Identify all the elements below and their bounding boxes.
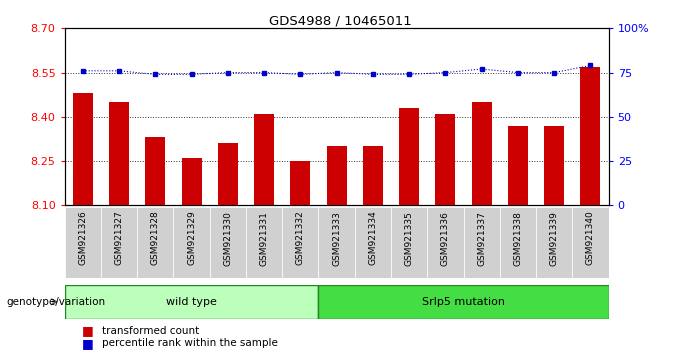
Text: GSM921338: GSM921338	[513, 211, 522, 266]
FancyBboxPatch shape	[282, 207, 318, 278]
Text: GSM921328: GSM921328	[151, 211, 160, 266]
Bar	[254, 114, 274, 205]
Text: GSM921326: GSM921326	[78, 211, 87, 266]
Bar	[399, 108, 419, 205]
Bar	[290, 161, 310, 205]
Bar	[435, 114, 456, 205]
Text: wild type: wild type	[166, 297, 217, 307]
Text: Srlp5 mutation: Srlp5 mutation	[422, 297, 505, 307]
Text: GSM921335: GSM921335	[405, 211, 413, 266]
FancyBboxPatch shape	[209, 207, 246, 278]
FancyBboxPatch shape	[318, 285, 609, 319]
Text: transformed count: transformed count	[102, 326, 199, 336]
FancyBboxPatch shape	[355, 207, 391, 278]
Text: GSM921332: GSM921332	[296, 211, 305, 266]
Text: GDS4988 / 10465011: GDS4988 / 10465011	[269, 14, 411, 27]
Text: GSM921340: GSM921340	[586, 211, 595, 266]
FancyBboxPatch shape	[427, 207, 464, 278]
FancyBboxPatch shape	[101, 207, 137, 278]
Bar	[544, 126, 564, 205]
Text: GSM921333: GSM921333	[332, 211, 341, 266]
Bar	[363, 146, 383, 205]
FancyBboxPatch shape	[464, 207, 500, 278]
Bar	[218, 143, 238, 205]
FancyBboxPatch shape	[500, 207, 536, 278]
Bar	[146, 137, 165, 205]
Text: ■: ■	[82, 325, 93, 337]
FancyBboxPatch shape	[391, 207, 427, 278]
Bar	[109, 102, 129, 205]
Text: ■: ■	[82, 337, 93, 350]
FancyBboxPatch shape	[536, 207, 573, 278]
Text: GSM921339: GSM921339	[549, 211, 559, 266]
Text: percentile rank within the sample: percentile rank within the sample	[102, 338, 278, 348]
FancyBboxPatch shape	[318, 207, 355, 278]
Text: GSM921329: GSM921329	[187, 211, 196, 266]
Text: GSM921334: GSM921334	[369, 211, 377, 266]
Text: genotype/variation: genotype/variation	[7, 297, 106, 307]
FancyBboxPatch shape	[573, 207, 609, 278]
FancyBboxPatch shape	[65, 285, 318, 319]
Text: GSM921337: GSM921337	[477, 211, 486, 266]
Bar	[326, 146, 347, 205]
Bar	[182, 158, 201, 205]
FancyBboxPatch shape	[246, 207, 282, 278]
Bar	[581, 67, 600, 205]
Text: GSM921336: GSM921336	[441, 211, 450, 266]
Bar	[508, 126, 528, 205]
FancyBboxPatch shape	[173, 207, 209, 278]
Bar	[73, 93, 92, 205]
Text: GSM921331: GSM921331	[260, 211, 269, 266]
Text: GSM921327: GSM921327	[114, 211, 124, 266]
Bar	[472, 102, 492, 205]
FancyBboxPatch shape	[65, 207, 101, 278]
Text: GSM921330: GSM921330	[223, 211, 233, 266]
FancyBboxPatch shape	[137, 207, 173, 278]
